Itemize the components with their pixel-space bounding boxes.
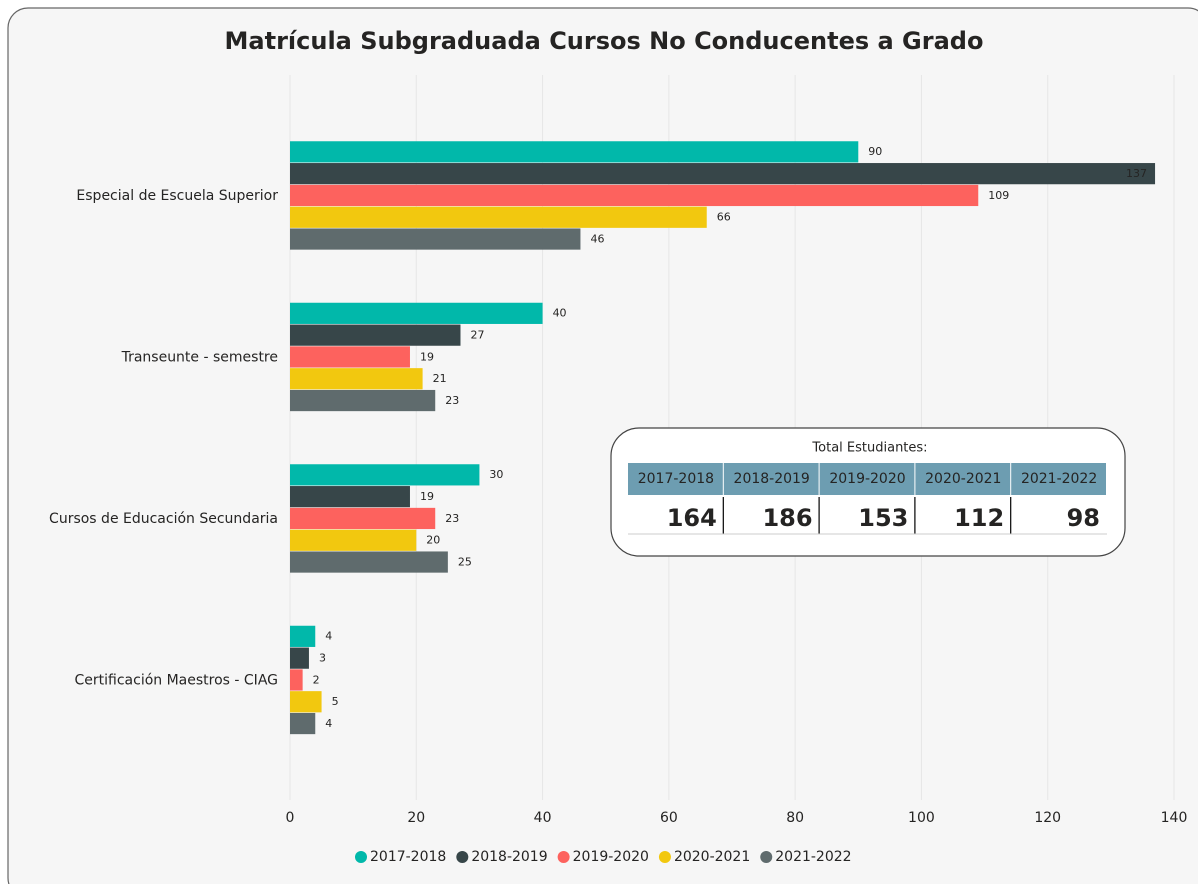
bar [290,669,303,691]
data-label: 3 [319,651,326,664]
legend-marker [658,851,671,863]
data-label: 2 [313,673,320,686]
table-header: 2017-2018 [638,471,714,487]
bar [290,206,707,228]
data-label: 4 [325,717,332,730]
legend: 2017-2018 2018-2019 2019-2020 2020-2021 2021… [355,849,852,865]
x-tick-label: 20 [407,810,425,826]
data-label: 66 [717,211,731,224]
table-header: 2020-2021 [925,471,1001,487]
table-header-cell [819,463,915,495]
bar [290,302,543,324]
bar [290,141,859,163]
x-tick-label: 0 [286,810,295,826]
x-tick-label: 140 [1161,810,1188,826]
bar [290,625,316,647]
bar [290,529,417,551]
bar [290,464,480,486]
data-label: 23 [445,394,459,407]
y-tick-label: Cursos de Educación Secundaria [49,511,278,527]
data-label: 19 [420,490,434,503]
table-header-cell [1011,463,1106,495]
data-label: 27 [470,328,484,341]
table-value: 186 [762,504,812,532]
data-label: 20 [426,534,440,547]
bar [290,486,410,508]
bar [290,691,322,713]
legend-marker [760,851,773,863]
y-tick-label: Certificación Maestros - CIAG [75,672,279,688]
data-label: 25 [458,555,472,568]
table-header-cell [628,463,723,495]
plot: 0 20 40 60 80 100 120 140 Especial de Escuela Su… [49,75,1187,826]
x-tick-label: 60 [660,810,678,826]
summary-card: Total Estudiantes: 2017-2018 164 2018-2019… [610,427,1126,557]
table-header: 2019-2020 [829,471,905,487]
y-tick-label: Transeunte - semestre [121,349,278,365]
bar [290,368,423,390]
bar [290,324,461,346]
card-title: Total Estudiantes: [811,441,927,456]
bar [290,647,309,669]
table-header: 2021-2022 [1021,471,1097,487]
legend-label: 2018-2019 [471,849,547,865]
data-label: 46 [590,232,604,245]
x-tick-label: 80 [786,810,804,826]
bar [290,507,436,530]
table-value: 112 [954,504,1004,532]
data-label: 5 [332,695,339,708]
data-label: 137 [1126,167,1147,180]
data-label: 109 [988,189,1009,202]
legend-marker [456,851,469,863]
chart-title: Matrícula Subgraduada Cursos No Conducen… [225,27,984,55]
bar [290,346,410,368]
bar [290,712,316,735]
table-header: 2018-2019 [734,471,810,487]
bar [290,184,979,207]
bar [290,551,448,573]
legend-marker [557,851,570,863]
x-tick-label: 40 [534,810,552,826]
x-tick-label: 100 [908,810,935,826]
table-value: 98 [1067,504,1100,532]
legend-marker [355,851,367,863]
bar [290,389,436,412]
bar [290,228,581,250]
legend-label: 2021-2022 [775,849,851,865]
data-label: 4 [325,630,332,643]
data-label: 30 [489,468,503,481]
table-header-cell [915,463,1011,495]
legend-label: 2019-2020 [573,849,649,865]
table-value: 153 [858,504,908,532]
data-label: 90 [868,145,882,158]
bar [290,163,1156,185]
legend-label: 2020-2021 [674,849,750,865]
y-tick-label: Especial de Escuela Superior [76,188,278,204]
data-label: 40 [553,307,567,320]
table-header-cell [723,463,819,495]
x-tick-label: 120 [1034,810,1061,826]
data-label: 21 [433,372,447,385]
data-label: 23 [445,512,459,525]
table-value: 164 [667,504,717,532]
legend-label: 2017-2018 [370,849,446,865]
data-label: 19 [420,350,434,363]
